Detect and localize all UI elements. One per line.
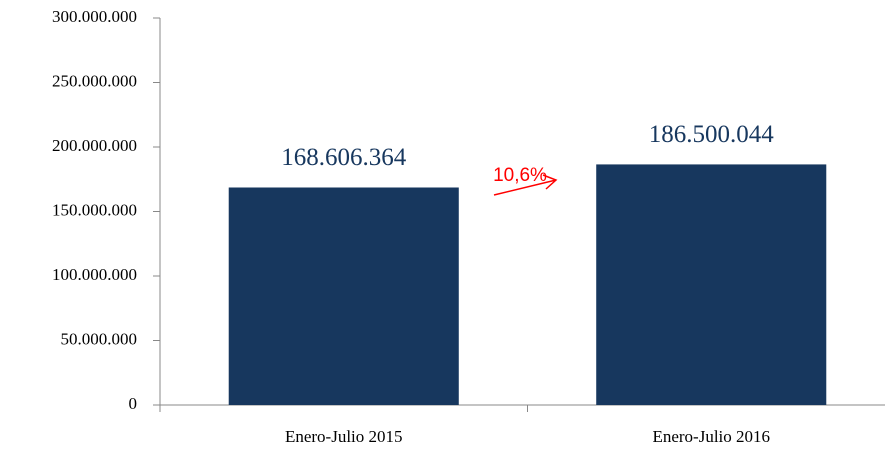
value-label: 168.606.364 — [281, 144, 407, 171]
x-tick-label: Enero-Julio 2015 — [285, 427, 403, 446]
x-tick-label: Enero-Julio 2016 — [652, 427, 770, 446]
y-tick-label: 100.000.000 — [52, 265, 137, 284]
growth-arrow — [493, 174, 558, 196]
value-label: 186.500.044 — [649, 121, 775, 148]
growth-annotation: 10,6% — [493, 165, 547, 186]
y-tick-label: 0 — [129, 394, 138, 413]
y-tick-label: 50.000.000 — [61, 329, 138, 348]
bar — [596, 164, 827, 405]
y-tick-label: 150.000.000 — [52, 200, 137, 219]
bar — [228, 187, 459, 405]
y-tick-label: 300.000.000 — [52, 7, 137, 26]
y-tick-label: 200.000.000 — [52, 136, 137, 155]
y-tick-label: 250.000.000 — [52, 71, 137, 90]
